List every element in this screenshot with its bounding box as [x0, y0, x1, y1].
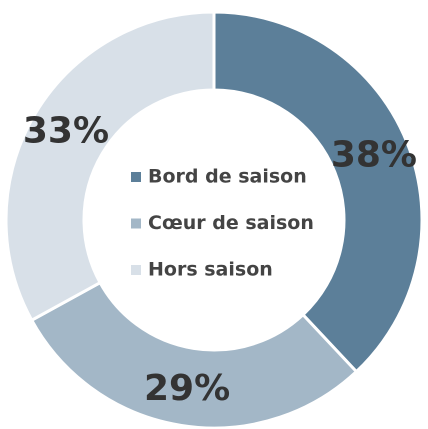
- donut-slice: [29, 280, 359, 429]
- legend-label: Bord de saison: [148, 166, 307, 188]
- data-label: 29%: [144, 368, 230, 409]
- legend-marker: [131, 265, 141, 275]
- donut-slice: [212, 10, 424, 374]
- legend-label: Cœur de saison: [148, 212, 314, 234]
- data-label: 33%: [23, 110, 109, 151]
- donut-slice: [4, 10, 216, 323]
- legend-marker: [131, 172, 141, 182]
- legend-marker: [131, 218, 141, 229]
- legend-label: Hors saison: [148, 259, 273, 281]
- data-label: 38%: [331, 135, 417, 176]
